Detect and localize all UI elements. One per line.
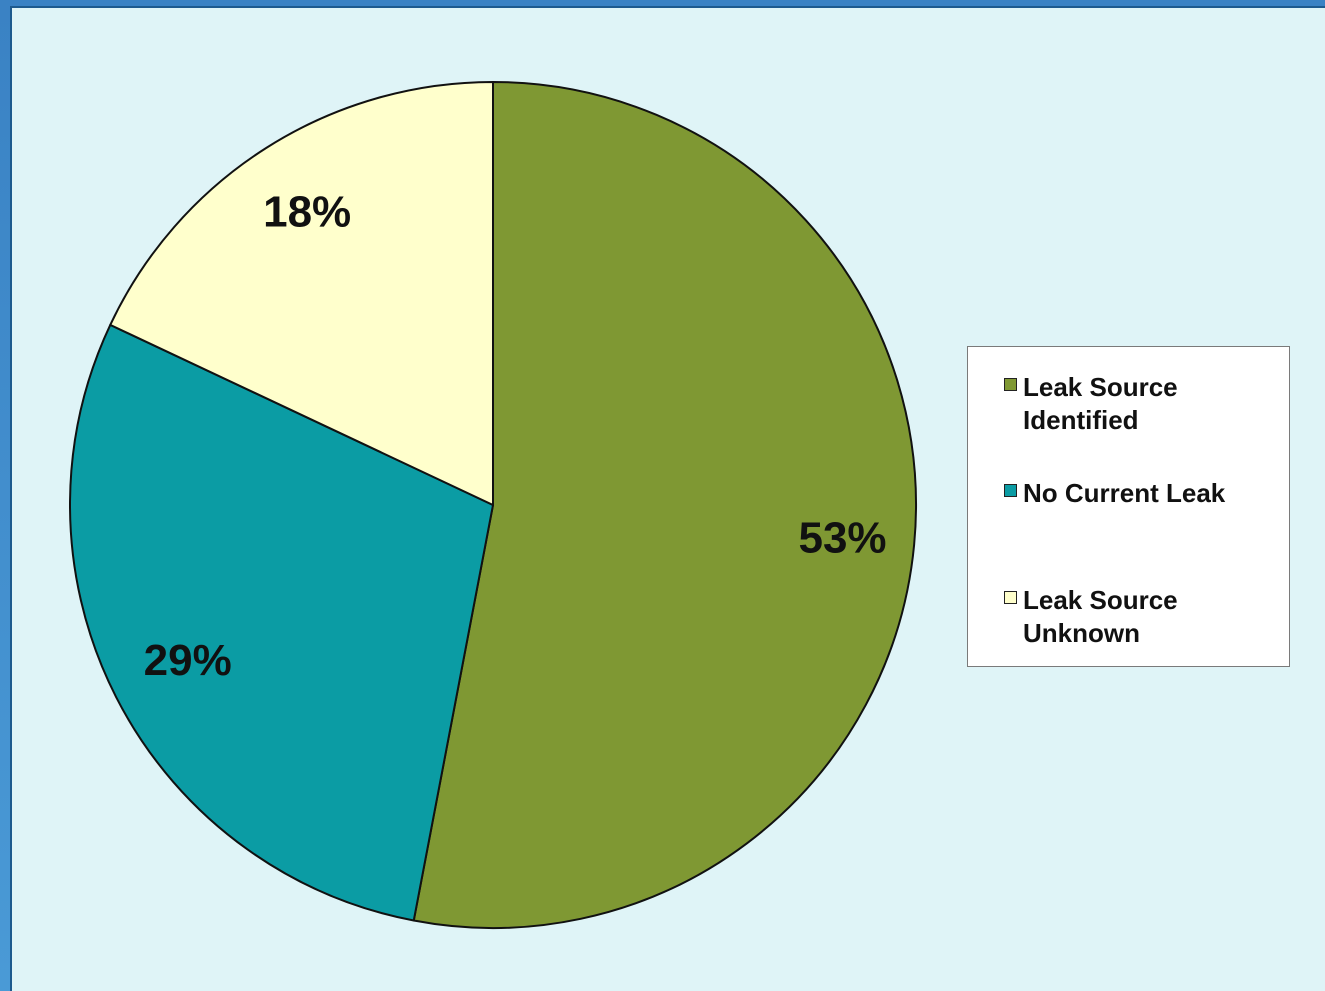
pie-chart: 53% 29% 18% xyxy=(69,81,917,929)
pie-slice-leak-source-unknown xyxy=(109,81,494,506)
data-label-no-current-leak: 29% xyxy=(144,636,232,685)
pie-slice-no-current-leak xyxy=(69,323,494,922)
pie-data-labels: 53% 29% 18% xyxy=(144,188,887,685)
legend-item-no-current-leak: No Current Leak xyxy=(1004,477,1274,510)
data-label-leak-source-unknown: 18% xyxy=(263,188,351,237)
pie-slice-leak-source-identified xyxy=(412,81,917,929)
legend-item-leak-source-unknown: Leak Source Unknown xyxy=(1004,584,1274,650)
legend: Leak Source Identified No Current Leak L… xyxy=(967,346,1290,667)
legend-item-leak-source-identified: Leak Source Identified xyxy=(1004,371,1274,437)
legend-swatch-leak-source-unknown xyxy=(1004,591,1017,604)
pie-slices xyxy=(69,81,917,929)
legend-swatch-no-current-leak xyxy=(1004,484,1017,497)
legend-label: Leak Source Identified xyxy=(1023,372,1178,435)
legend-label: No Current Leak xyxy=(1023,478,1226,508)
legend-swatch-leak-source-identified xyxy=(1004,378,1017,391)
data-label-leak-source-identified: 53% xyxy=(798,514,886,563)
legend-label: Leak Source Unknown xyxy=(1023,585,1178,648)
chart-area: 53% 29% 18% Leak Source Identified No Curr… xyxy=(10,6,1325,991)
